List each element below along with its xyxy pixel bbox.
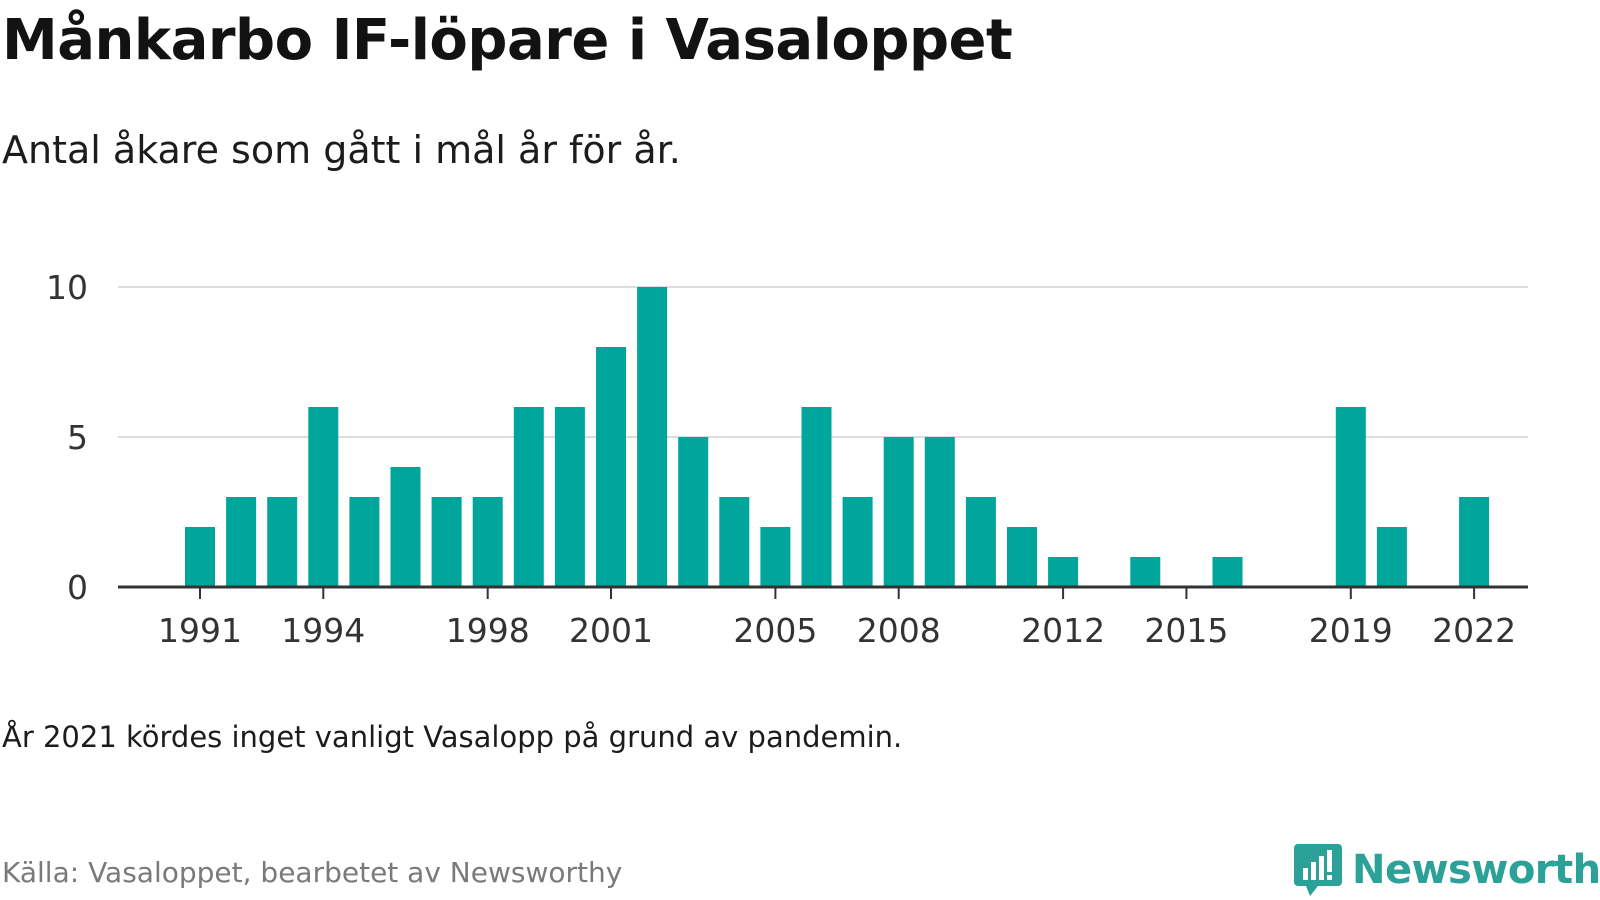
bar-2020: [1376, 527, 1407, 587]
bar-1993: [267, 497, 298, 587]
bar-1996: [390, 467, 421, 587]
chart-title: Månkarbo IF-löpare i Vasaloppet: [2, 8, 1013, 73]
bar-2008: [883, 437, 914, 587]
x-tick-label-2012: 2012: [1021, 611, 1105, 650]
bar-2010: [965, 497, 996, 587]
x-tick-label-2015: 2015: [1144, 611, 1228, 650]
chart-subtitle: Antal åkare som gått i mål år för år.: [2, 128, 681, 172]
x-tick-label-2008: 2008: [857, 611, 941, 650]
brand-name: Newsworthy: [1352, 847, 1600, 893]
x-tick-label-2001: 2001: [569, 611, 653, 650]
bar-2000: [554, 407, 585, 587]
bar-1997: [431, 497, 462, 587]
y-tick-label-5: 5: [67, 418, 88, 457]
bar-2007: [842, 497, 873, 587]
bar-2011: [1007, 527, 1037, 587]
tick-labels: 0 5 10 1991 1994 1998 2001 2005 2008 2012 2015 2019…: [46, 268, 1516, 650]
bar-1992: [226, 497, 257, 587]
bar-1994: [308, 407, 339, 587]
bar-1998: [472, 497, 503, 587]
y-tick-label-0: 0: [67, 568, 88, 607]
bars: [185, 287, 1490, 587]
bar-2012: [1048, 557, 1079, 587]
bar-2005: [760, 527, 791, 587]
bar-1999: [513, 407, 544, 587]
x-tick-label-1994: 1994: [281, 611, 365, 650]
footnote: År 2021 kördes inget vanligt Vasalopp på…: [2, 720, 903, 754]
bar-2003: [678, 437, 709, 587]
bar-2004: [719, 497, 750, 587]
x-tick-label-1998: 1998: [446, 611, 530, 650]
source-text: Källa: Vasaloppet, bearbetet av Newswort…: [2, 856, 623, 889]
chart-bubble-icon: [1294, 844, 1342, 896]
axes: [118, 585, 1528, 599]
bar-chart: 0 5 10 1991 1994 1998 2001 2005 2008 2012 2015 2019…: [46, 268, 1528, 650]
x-tick-label-1991: 1991: [158, 611, 242, 650]
bar-2022: [1459, 497, 1490, 587]
bar-2006: [801, 407, 832, 587]
bar-2001: [596, 347, 626, 587]
bar-2014: [1130, 557, 1161, 587]
x-tick-label-2019: 2019: [1309, 611, 1393, 650]
bar-2002: [637, 287, 668, 587]
bar-2016: [1212, 557, 1243, 587]
x-tick-label-2005: 2005: [733, 611, 817, 650]
x-tick-label-2022: 2022: [1432, 611, 1516, 650]
newsworthy-logo: Newsworthy: [1292, 842, 1600, 898]
bar-1995: [349, 497, 380, 587]
bar-2009: [924, 437, 955, 587]
bar-1991: [185, 527, 215, 587]
y-tick-label-10: 10: [46, 268, 88, 307]
bar-2019: [1335, 407, 1366, 587]
